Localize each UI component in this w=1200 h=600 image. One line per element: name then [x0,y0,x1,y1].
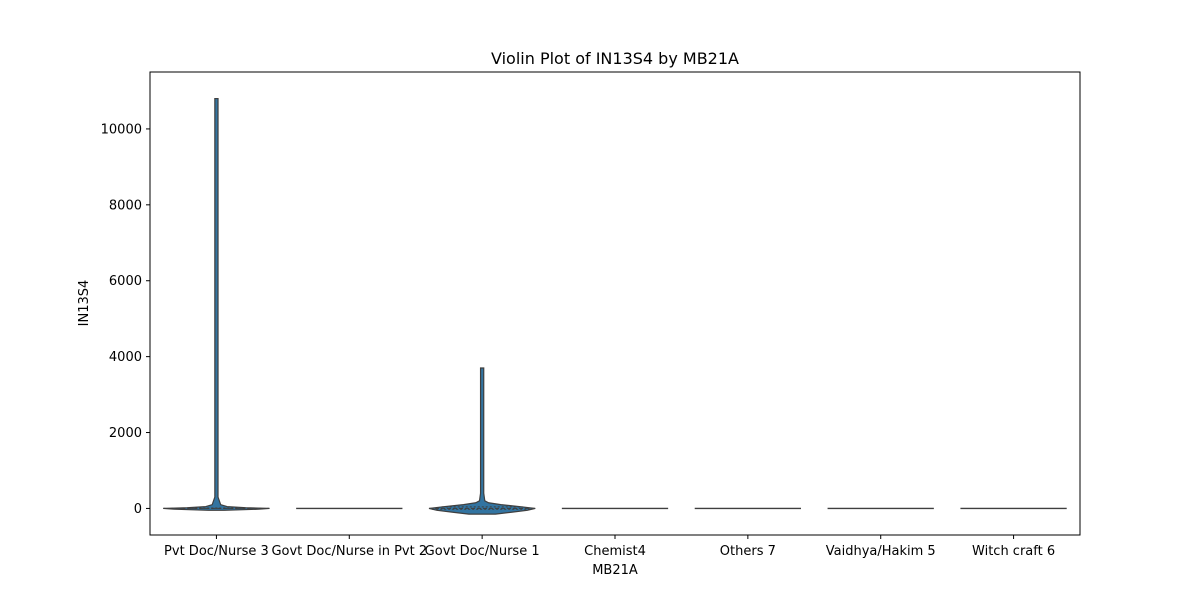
y-tick-label: 10000 [101,122,142,137]
x-tick-label: Govt Doc/Nurse 1 [425,544,540,559]
violin [428,367,536,515]
x-axis-label: MB21A [592,563,638,578]
y-tick-label: 4000 [109,350,142,365]
y-axis-label: IN13S4 [77,280,92,327]
x-tick-label: Witch craft 6 [972,544,1055,559]
y-tick-label: 0 [134,502,142,517]
x-axis-ticks: Pvt Doc/Nurse 3 Govt Doc/Nurse in Pvt 2Go… [164,535,1055,559]
chart-title: Violin Plot of IN13S4 by MB21A [491,49,739,68]
plot-area [163,97,1067,515]
x-tick-label: Govt Doc/Nurse in Pvt 2 [271,544,427,559]
plot-frame [149,71,1081,536]
y-tick-label: 2000 [109,426,142,441]
violin-body [163,97,270,511]
y-axis-ticks: 0 2000 4000 6000 8000 10000 [101,122,150,517]
violin-body [428,367,536,515]
x-tick-label: Vaidhya/Hakim 5 [826,544,936,559]
violin [163,97,270,511]
x-tick-label: Others 7 [720,544,776,559]
x-tick-label: Pvt Doc/Nurse 3 [164,544,269,559]
y-tick-label: 6000 [109,274,142,289]
y-tick-label: 8000 [109,198,142,213]
x-tick-label: Chemist4 [584,544,646,559]
